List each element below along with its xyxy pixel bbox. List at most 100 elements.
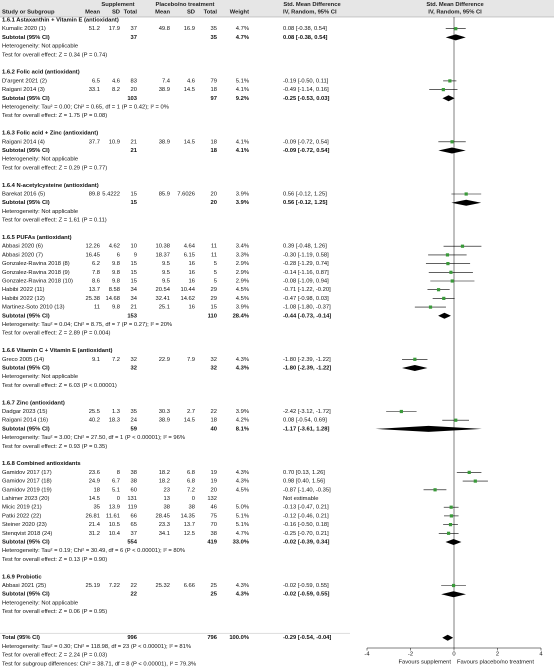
cell-s-total: 32 xyxy=(131,357,137,363)
cell-weight: 4.7% xyxy=(236,35,249,41)
cell-p-total: 46 xyxy=(211,505,217,511)
cell-p-total: 38 xyxy=(211,531,217,537)
cell-weight: 4.2% xyxy=(236,418,249,424)
cell-ci-text: -0.02 [-0.59, 0.55] xyxy=(283,583,329,589)
overall-test: Test for overall effect: Z = 6.03 (P < 0… xyxy=(2,383,117,389)
cell-p-total: 70 xyxy=(211,522,217,528)
cell-s-total: 15 xyxy=(131,261,137,267)
cell-p-sd: 13.7 xyxy=(184,522,195,528)
cell-p-total: 25 xyxy=(211,583,217,589)
header: IV, Random, 95% CI xyxy=(428,10,482,16)
cell-s-total: 59 xyxy=(131,426,138,432)
cell-s-sd: 8 xyxy=(117,470,120,476)
cell-ci-text: -2.42 [-3.12, -1.72] xyxy=(283,409,331,415)
cell-study: Subtotal (95% CI) xyxy=(2,96,50,102)
cell-ci-text: 0.98 [0.40, 1.56] xyxy=(283,479,325,485)
cell-p-sd: 6.8 xyxy=(187,470,195,476)
cell-s-total: 21 xyxy=(131,139,137,145)
cell-ci-text: 0.39 [-0.48, 1.26] xyxy=(283,244,327,250)
cell-p-total: 132 xyxy=(207,496,217,502)
overall-test: Test for overall effect: Z = 1.75 (P = 0… xyxy=(2,113,107,119)
cell-weight: 4.1% xyxy=(236,139,249,145)
cell-p-mean: 13 xyxy=(164,496,170,502)
heterogeneity: Heterogeneity: Tau² = 0.00; Chi² = 0.65,… xyxy=(2,105,169,111)
pooled-diamond xyxy=(442,634,454,641)
heterogeneity: Heterogeneity: Tau² = 3.00; Chi² = 27.50… xyxy=(2,435,185,441)
cell-study: Subtotal (95% CI) xyxy=(2,200,50,206)
cell-weight: 4.5% xyxy=(236,296,249,302)
header: Placebo/no treatment xyxy=(156,2,215,8)
heterogeneity: Heterogeneity: Not applicable xyxy=(2,209,78,215)
effect-square xyxy=(446,531,451,535)
cell-ci-text: -1.80 [-2.39, -1.22] xyxy=(283,357,331,363)
cell-s-sd: 4.6 xyxy=(112,78,120,84)
effect-square xyxy=(450,140,454,144)
cell-p-total: 32 xyxy=(211,366,217,372)
cell-study: Subtotal (95% CI) xyxy=(2,426,50,432)
effect-square xyxy=(464,192,468,196)
cell-study: Raigani 2014 (16) xyxy=(2,418,48,424)
cell-p-total: 20 xyxy=(211,192,217,198)
subgroup-heading: 1.6.7 Zinc (antioxidant) xyxy=(2,400,65,406)
axis-label-right: Favours placebo/no treatment xyxy=(457,660,534,666)
cell-s-sd: 6 xyxy=(117,252,120,258)
subgroup-heading: 1.6.2 Folic acid (antioxidant) xyxy=(2,70,80,76)
cell-weight: 8.1% xyxy=(236,426,249,432)
cell-ci-text: 0.08 [-0.38, 0.54] xyxy=(283,26,327,32)
cell-p-total: 11 xyxy=(211,252,217,258)
cell-ci-text: -0.08 [-1.09, 0.94] xyxy=(283,279,329,285)
cell-p-sd: 14.62 xyxy=(180,296,195,302)
cell-p-mean: 38.9 xyxy=(159,418,170,424)
cell-p-mean: 28.45 xyxy=(155,513,170,519)
cell-s-mean: 37.7 xyxy=(89,139,100,145)
cell-weight: 5.1% xyxy=(236,78,249,84)
cell-s-total: 554 xyxy=(127,540,137,546)
cell-s-total: 34 xyxy=(131,296,138,302)
cell-s-mean: 18 xyxy=(94,487,100,493)
cell-study: Subtotal (95% CI) xyxy=(2,313,50,319)
cell-weight: 3.9% xyxy=(236,409,249,415)
cell-ci-text: 0.08 [-0.38, 0.54] xyxy=(283,35,328,41)
cell-s-total: 22 xyxy=(131,592,137,598)
cell-weight: 4.3% xyxy=(236,479,249,485)
cell-ci-text: -0.02 [-0.39, 0.34] xyxy=(283,540,329,546)
cell-p-sd: 4.6 xyxy=(187,78,195,84)
cell-weight: 3.9% xyxy=(236,200,249,206)
cell-ci-text: 0.56 [-0.12, 1.25] xyxy=(283,192,327,198)
x-tick-label: 4 xyxy=(539,652,543,658)
cell-p-total: 110 xyxy=(208,313,217,319)
cell-p-total: 19 xyxy=(211,479,217,485)
cell-s-sd: 10.4 xyxy=(109,531,121,537)
cell-study: Subtotal (95% CI) xyxy=(2,148,50,154)
cell-weight: 4.7% xyxy=(236,531,249,537)
pooled-diamond xyxy=(445,539,462,545)
cell-study: Gamidov 2019 (19) xyxy=(2,487,52,493)
cell-p-mean: 20.54 xyxy=(155,287,170,293)
cell-s-sd: 4.62 xyxy=(109,244,120,250)
header: Std. Mean Difference xyxy=(426,2,484,8)
cell-s-total: 38 xyxy=(131,479,137,485)
cell-weight: 3.9% xyxy=(236,305,249,311)
cell-p-sd: 14.5 xyxy=(184,418,195,424)
cell-ci-text: -0.49 [-1.14, 0.16] xyxy=(283,87,329,93)
cell-p-mean: 18.37 xyxy=(155,252,170,258)
cell-s-sd: 6.7 xyxy=(112,479,120,485)
x-tick-label: 2 xyxy=(496,652,499,658)
pooled-diamond xyxy=(442,95,455,102)
cell-study: Kumalic 2020 (1) xyxy=(2,26,46,32)
heterogeneity: Heterogeneity: Not applicable xyxy=(2,600,78,606)
cell-p-total: 18 xyxy=(211,139,217,145)
cell-p-total: 18 xyxy=(211,148,218,154)
cell-s-sd: 9.8 xyxy=(112,270,120,276)
header: Study or Subgroup xyxy=(2,10,55,16)
cell-ci-text: -0.87 [-1.40, -0.35] xyxy=(283,487,331,493)
cell-study: Stenqvist 2018 (24) xyxy=(2,531,52,537)
cell-p-total: 5 xyxy=(214,279,217,285)
cell-weight: 28.4% xyxy=(233,313,249,319)
cell-p-mean: 18.2 xyxy=(159,470,170,476)
pooled-diamond xyxy=(438,147,466,154)
cell-p-sd: 7.6026 xyxy=(177,192,195,198)
cell-p-mean: 25.1 xyxy=(159,305,170,311)
cell-s-mean: 7.8 xyxy=(92,270,100,276)
